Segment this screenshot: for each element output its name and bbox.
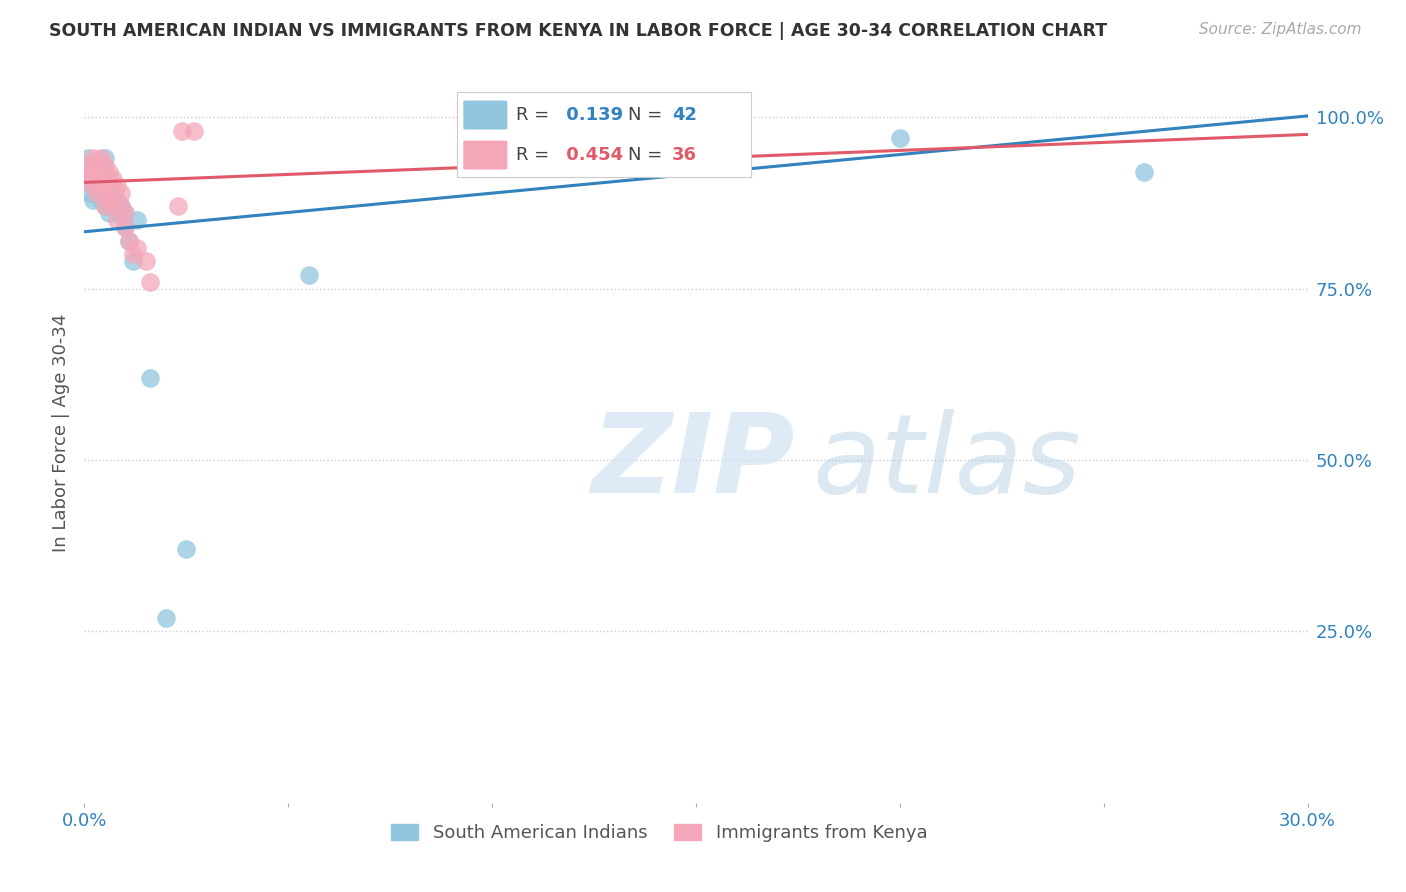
Point	[114, 206, 136, 220]
Point	[97, 178, 120, 193]
Point	[77, 172, 100, 186]
Point	[97, 193, 120, 207]
Point	[114, 206, 136, 220]
Point	[90, 178, 112, 193]
Point	[110, 199, 132, 213]
Point	[122, 254, 145, 268]
Point	[90, 165, 112, 179]
Point	[93, 152, 115, 166]
Point	[77, 165, 100, 179]
Point	[93, 199, 115, 213]
Point	[97, 206, 120, 220]
Point	[127, 213, 149, 227]
Point	[97, 172, 120, 186]
Point	[86, 165, 108, 179]
Text: ZIP: ZIP	[592, 409, 796, 516]
Point	[93, 172, 115, 186]
Point	[889, 131, 911, 145]
Point	[167, 199, 190, 213]
Point	[135, 254, 157, 268]
Point	[183, 124, 205, 138]
Point	[86, 158, 108, 172]
Point	[90, 158, 112, 172]
Point	[86, 186, 108, 200]
Point	[90, 172, 112, 186]
Point	[1133, 165, 1156, 179]
Point	[86, 172, 108, 186]
Point	[101, 199, 124, 213]
Point	[82, 172, 104, 186]
Point	[174, 542, 197, 557]
Point	[118, 234, 141, 248]
Point	[138, 371, 160, 385]
Point	[105, 193, 128, 207]
Point	[90, 193, 112, 207]
Point	[75, 165, 97, 179]
Point	[105, 213, 128, 227]
Point	[127, 240, 149, 255]
Point	[90, 178, 112, 193]
Point	[86, 186, 108, 200]
Point	[77, 152, 100, 166]
Point	[82, 193, 104, 207]
Point	[101, 172, 124, 186]
Y-axis label: In Labor Force | Age 30-34: In Labor Force | Age 30-34	[52, 313, 70, 552]
Point	[101, 186, 124, 200]
Point	[101, 199, 124, 213]
Text: Source: ZipAtlas.com: Source: ZipAtlas.com	[1198, 22, 1361, 37]
Point	[79, 186, 101, 200]
Legend: South American Indians, Immigrants from Kenya: South American Indians, Immigrants from …	[384, 816, 935, 849]
Point	[97, 193, 120, 207]
Point	[75, 165, 97, 179]
Text: atlas: atlas	[813, 409, 1081, 516]
Point	[77, 158, 100, 172]
Point	[86, 172, 108, 186]
Point	[97, 178, 120, 193]
Point	[86, 158, 108, 172]
Point	[93, 165, 115, 179]
Point	[114, 219, 136, 234]
Point	[138, 275, 160, 289]
Point	[82, 178, 104, 193]
Point	[101, 186, 124, 200]
Point	[110, 186, 132, 200]
Point	[105, 178, 128, 193]
Point	[172, 124, 194, 138]
Point	[82, 152, 104, 166]
Point	[82, 165, 104, 179]
Point	[93, 172, 115, 186]
Point	[82, 178, 104, 193]
Point	[90, 165, 112, 179]
Point	[90, 152, 112, 166]
Point	[155, 610, 177, 624]
Point	[93, 158, 115, 172]
Point	[118, 234, 141, 248]
Point	[77, 158, 100, 172]
Point	[93, 186, 115, 200]
Point	[114, 219, 136, 234]
Point	[97, 165, 120, 179]
Point	[110, 199, 132, 213]
Point	[298, 268, 321, 282]
Point	[105, 206, 128, 220]
Point	[93, 186, 115, 200]
Text: SOUTH AMERICAN INDIAN VS IMMIGRANTS FROM KENYA IN LABOR FORCE | AGE 30-34 CORREL: SOUTH AMERICAN INDIAN VS IMMIGRANTS FROM…	[49, 22, 1108, 40]
Point	[93, 199, 115, 213]
Point	[122, 247, 145, 261]
